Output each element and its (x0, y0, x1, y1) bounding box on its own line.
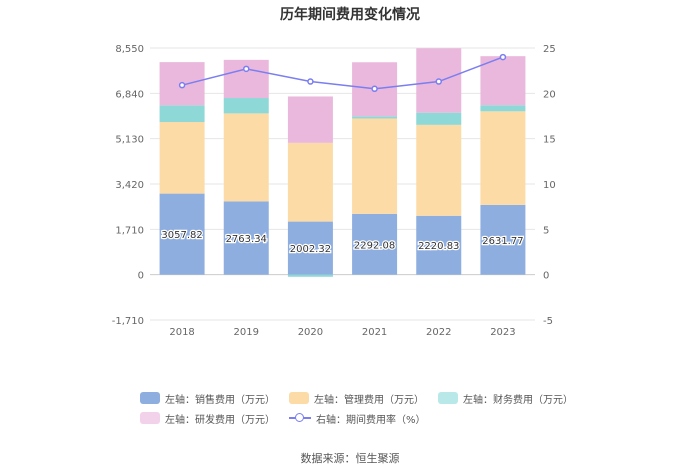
legend-label-expense-ratio: 右轴：期间费用率（%） (316, 414, 426, 426)
data-label-sales: 2292.08 (354, 240, 395, 251)
left-axis-tick-label: -1,710 (112, 316, 144, 327)
grid-lines (150, 47, 535, 321)
bar-admin (480, 111, 526, 205)
bar-series (159, 48, 526, 277)
right-axis-tick-label: 10 (543, 180, 556, 191)
x-axis-tick-label: 2018 (169, 327, 194, 338)
bar-sales (480, 204, 526, 275)
x-axis-tick-label: 2019 (234, 327, 259, 338)
chart-title: 历年期间费用变化情况 (280, 7, 420, 23)
bar-sales (416, 215, 462, 275)
right-axis-tick-label: 0 (543, 271, 549, 282)
bar-finance (159, 105, 205, 123)
right-axis-tick-label: 15 (543, 135, 556, 146)
x-axis-tick-label: 2020 (298, 327, 323, 338)
bar-admin (159, 122, 205, 194)
left-axis-tick-label: 0 (138, 271, 144, 282)
left-axis-tick-label: 3,420 (115, 180, 144, 191)
expense-ratio-line (181, 56, 504, 90)
legend-swatch-sales (140, 392, 160, 404)
bar-rd (287, 96, 333, 143)
bar-finance (416, 112, 462, 125)
legend-label-sales: 左轴：销售费用（万元） (165, 394, 275, 406)
left-axis-tick-label: 8,550 (115, 44, 144, 55)
right-axis-tick-label: -5 (543, 316, 553, 327)
data-label-sales: 2763.34 (226, 234, 267, 245)
expense-ratio-point (243, 65, 250, 73)
left-axis-tick-label: 6,840 (115, 89, 144, 100)
bar-admin (352, 118, 398, 214)
legend-swatch-expense-ratio (289, 412, 311, 424)
legend-item-expense-ratio[interactable]: 右轴：期间费用率（%） (289, 411, 426, 426)
axes: -1,710 0 1,710 3,420 5,130 6,840 8,550 -5 0 5 10 15… (112, 44, 556, 338)
legend-label-rd: 左轴：研发费用（万元） (165, 414, 275, 426)
bar-admin (287, 142, 333, 222)
bar-sales (352, 213, 398, 275)
expense-ratio-point (371, 85, 378, 93)
bar-sales (223, 201, 269, 275)
bar-rd (480, 56, 526, 106)
expense-ratio-point (499, 53, 507, 61)
bar-sales (159, 193, 205, 275)
bar-admin (416, 124, 462, 216)
bar-finance (287, 274, 333, 277)
legend-label-admin: 左轴：管理费用（万元） (314, 394, 424, 406)
right-axis-tick-label: 25 (543, 44, 556, 55)
x-axis-tick-label: 2022 (426, 327, 451, 338)
expense-ratio-point (307, 78, 314, 85)
legend-swatch-rd (140, 412, 160, 424)
legend-item-sales[interactable]: 左轴：销售费用（万元） (140, 391, 275, 406)
bar-rd (223, 59, 269, 99)
right-axis-tick-label: 20 (543, 89, 556, 100)
data-labels: 3057.82 2763.34 2002.32 2292.08 2220.83 2631.… (160, 229, 525, 256)
bar-finance (352, 116, 398, 119)
bar-finance (223, 98, 269, 114)
bar-admin (223, 113, 269, 202)
data-label-sales: 3057.82 (161, 230, 202, 241)
legend-item-finance[interactable]: 左轴：财务费用（万元） (438, 391, 573, 406)
x-axis-tick-label: 2021 (362, 327, 387, 338)
bar-finance (480, 105, 526, 112)
legend-swatch-finance (438, 392, 458, 404)
data-label-sales: 2002.32 (290, 244, 331, 255)
line-series (178, 53, 507, 93)
legend-item-rd[interactable]: 左轴：研发费用（万元） (140, 411, 275, 426)
legend-label-finance: 左轴：财务费用（万元） (463, 394, 573, 406)
data-label-sales: 2631.77 (482, 236, 523, 247)
left-axis-tick-label: 5,130 (115, 135, 144, 146)
source-note: 数据来源：恒生聚源 (300, 452, 400, 465)
left-axis-tick-label: 1,710 (115, 225, 144, 236)
expense-ratio-point (435, 78, 442, 85)
legend-item-admin[interactable]: 左轴：管理费用（万元） (289, 391, 424, 406)
bar-sales (287, 221, 333, 275)
data-label-sales: 2220.83 (418, 241, 459, 252)
legend: 左轴：销售费用（万元） 左轴：管理费用（万元） 左轴：财务费用（万元） 左轴：研… (140, 388, 580, 428)
expense-ratio-point (178, 81, 186, 89)
x-axis-tick-label: 2023 (490, 327, 515, 338)
legend-swatch-admin (289, 392, 309, 404)
right-axis-tick-label: 5 (543, 225, 549, 236)
